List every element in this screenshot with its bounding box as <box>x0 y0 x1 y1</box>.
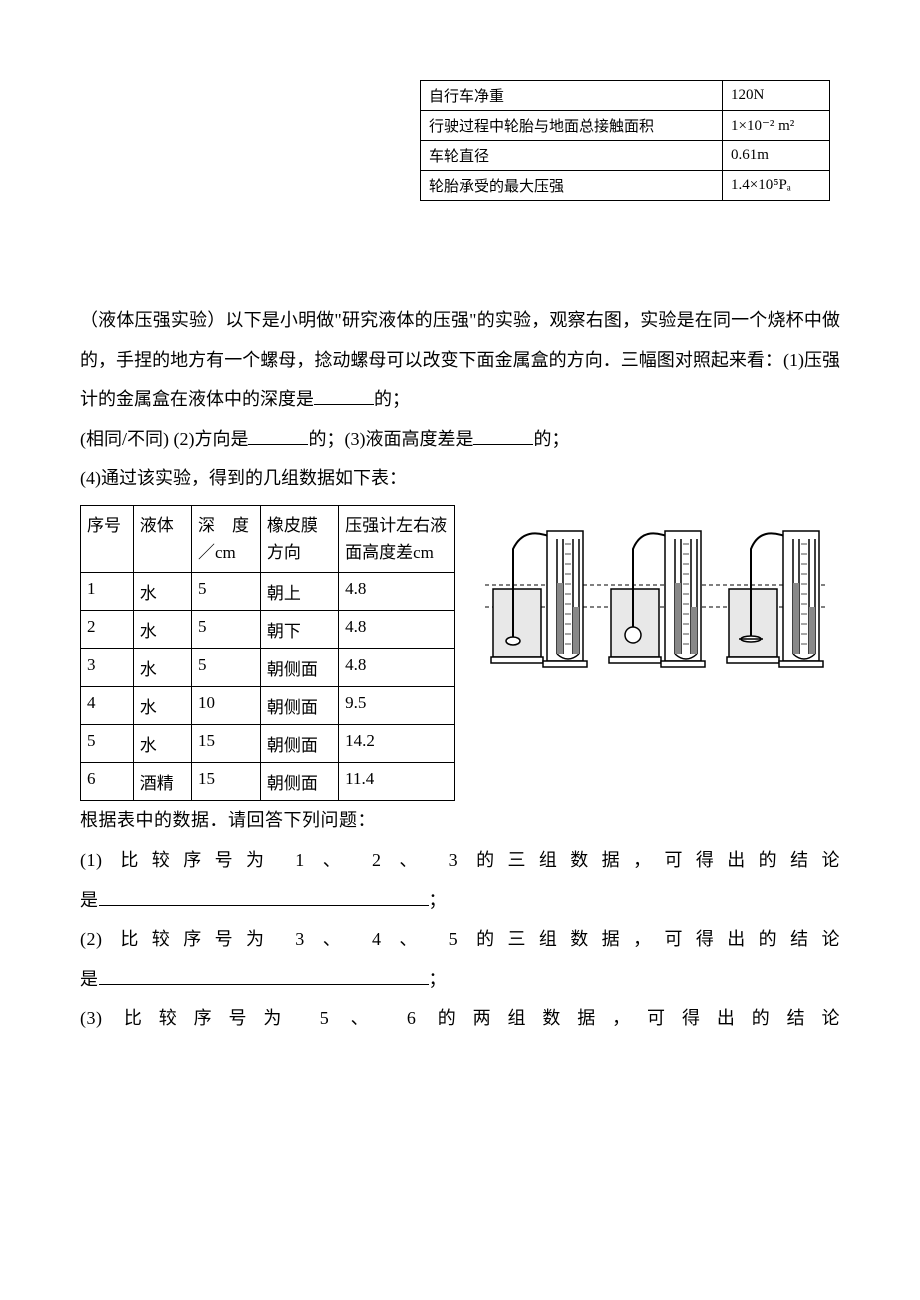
cell-liquid: 水 <box>133 611 191 649</box>
cell-direction: 朝侧面 <box>260 725 338 763</box>
cell-depth: 10 <box>192 687 261 725</box>
spec-value: 1×10⁻² m² <box>723 111 830 141</box>
cell-diff: 11.4 <box>339 763 455 801</box>
experiment-data-table: 序号 液体 深 度／cm 橡皮膜方向 压强计左右液面高度差cm 1 水 5 朝上… <box>80 505 455 801</box>
q-text: 是 <box>80 969 99 989</box>
cell-seq: 5 <box>81 725 134 763</box>
cell-direction: 朝下 <box>260 611 338 649</box>
cell-direction: 朝上 <box>260 573 338 611</box>
intro-text: 的； <box>374 389 410 409</box>
cell-seq: 4 <box>81 687 134 725</box>
table-row: 4 水 10 朝侧面 9.5 <box>81 687 455 725</box>
document-page: 自行车净重 120N 行驶过程中轮胎与地面总接触面积 1×10⁻² m² 车轮直… <box>0 0 920 1099</box>
cell-liquid: 水 <box>133 573 191 611</box>
cell-liquid: 酒精 <box>133 763 191 801</box>
table-row: 2 水 5 朝下 4.8 <box>81 611 455 649</box>
cell-liquid: 水 <box>133 649 191 687</box>
table-row: 自行车净重 120N <box>421 81 830 111</box>
cell-depth: 15 <box>192 763 261 801</box>
manometer-svg-icon <box>485 519 825 689</box>
q-text: ； <box>429 969 448 989</box>
cell-seq: 6 <box>81 763 134 801</box>
cell-diff: 4.8 <box>339 649 455 687</box>
table-row: 5 水 15 朝侧面 14.2 <box>81 725 455 763</box>
cell-diff: 9.5 <box>339 687 455 725</box>
cell-seq: 1 <box>81 573 134 611</box>
cell-seq: 3 <box>81 649 134 687</box>
col-header-diff: 压强计左右液面高度差cm <box>339 505 455 572</box>
intro-text: 的； <box>533 429 569 449</box>
intro-text: （液体压强实验）以下是小明做"研究液体的压强"的实验，观察右图，实验是在同一个烧… <box>80 310 840 409</box>
q-text: ； <box>429 890 448 910</box>
question-2-line1: (2) 比较序号为 3 、 4 、 5 的三组数据，可得出的结论 <box>80 920 840 960</box>
fill-blank[interactable] <box>248 426 308 445</box>
col-header-liquid: 液体 <box>133 505 191 572</box>
bicycle-spec-table: 自行车净重 120N 行驶过程中轮胎与地面总接触面积 1×10⁻² m² 车轮直… <box>420 80 830 201</box>
question-3-line1: (3) 比较序号为 5 、 6 的两组数据，可得出的结论 <box>80 999 840 1039</box>
q-text: 是 <box>80 890 99 910</box>
spec-value: 0.61m <box>723 141 830 171</box>
cell-direction: 朝侧面 <box>260 763 338 801</box>
cell-direction: 朝侧面 <box>260 649 338 687</box>
spec-value: 1.4×10⁵Pₐ <box>723 171 830 201</box>
fill-blank[interactable] <box>314 386 374 405</box>
fill-blank[interactable] <box>99 966 429 985</box>
table-row: 3 水 5 朝侧面 4.8 <box>81 649 455 687</box>
intro-paragraph: （液体压强实验）以下是小明做"研究液体的压强"的实验，观察右图，实验是在同一个烧… <box>80 301 840 499</box>
intro-text: (4)通过该实验，得到的几组数据如下表： <box>80 468 407 488</box>
intro-text: (相同/不同) (2)方向是 <box>80 429 248 449</box>
cell-diff: 14.2 <box>339 725 455 763</box>
col-header-seq: 序号 <box>81 505 134 572</box>
cell-seq: 2 <box>81 611 134 649</box>
table-diagram-row: 序号 液体 深 度／cm 橡皮膜方向 压强计左右液面高度差cm 1 水 5 朝上… <box>80 499 840 801</box>
fill-blank[interactable] <box>99 887 429 906</box>
cell-diff: 4.8 <box>339 611 455 649</box>
manometer-diagram <box>485 519 825 694</box>
cell-direction: 朝侧面 <box>260 687 338 725</box>
questions-intro: 根据表中的数据．请回答下列问题： <box>80 801 840 841</box>
spec-label: 轮胎承受的最大压强 <box>421 171 723 201</box>
cell-depth: 5 <box>192 573 261 611</box>
cell-depth: 5 <box>192 649 261 687</box>
question-2-line2: 是； <box>80 960 840 1000</box>
spec-label: 自行车净重 <box>421 81 723 111</box>
fill-blank[interactable] <box>473 426 533 445</box>
cell-liquid: 水 <box>133 687 191 725</box>
spec-label: 车轮直径 <box>421 141 723 171</box>
table-row: 行驶过程中轮胎与地面总接触面积 1×10⁻² m² <box>421 111 830 141</box>
table-row: 1 水 5 朝上 4.8 <box>81 573 455 611</box>
cell-diff: 4.8 <box>339 573 455 611</box>
spec-value: 120N <box>723 81 830 111</box>
cell-depth: 5 <box>192 611 261 649</box>
table-row: 轮胎承受的最大压强 1.4×10⁵Pₐ <box>421 171 830 201</box>
spec-label: 行驶过程中轮胎与地面总接触面积 <box>421 111 723 141</box>
question-1-line1: (1) 比较序号为 1 、 2 、 3 的三组数据，可得出的结论 <box>80 841 840 881</box>
col-header-direction: 橡皮膜方向 <box>260 505 338 572</box>
intro-text: 的；(3)液面高度差是 <box>308 429 473 449</box>
col-header-depth: 深 度／cm <box>192 505 261 572</box>
cell-depth: 15 <box>192 725 261 763</box>
table-row: 6 酒精 15 朝侧面 11.4 <box>81 763 455 801</box>
question-1-line2: 是； <box>80 881 840 921</box>
table-row: 车轮直径 0.61m <box>421 141 830 171</box>
table-header-row: 序号 液体 深 度／cm 橡皮膜方向 压强计左右液面高度差cm <box>81 505 455 572</box>
cell-liquid: 水 <box>133 725 191 763</box>
